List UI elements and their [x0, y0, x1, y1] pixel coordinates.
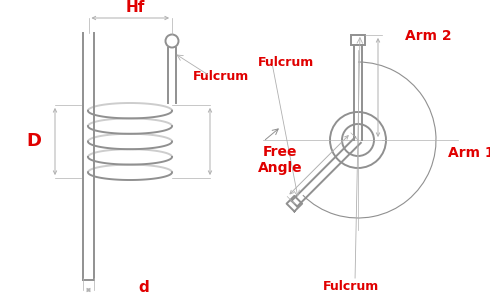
Text: Fulcrum: Fulcrum — [258, 56, 314, 69]
Text: D: D — [26, 132, 42, 151]
Text: Fulcrum: Fulcrum — [323, 280, 379, 293]
Text: d: d — [138, 281, 149, 295]
Bar — [351, 35, 365, 45]
Text: Arm 2: Arm 2 — [405, 29, 452, 43]
Text: Fulcrum: Fulcrum — [193, 70, 249, 83]
Text: Hf: Hf — [125, 0, 145, 14]
Text: Arm 1: Arm 1 — [448, 146, 490, 160]
Text: Free
Angle: Free Angle — [258, 145, 302, 175]
